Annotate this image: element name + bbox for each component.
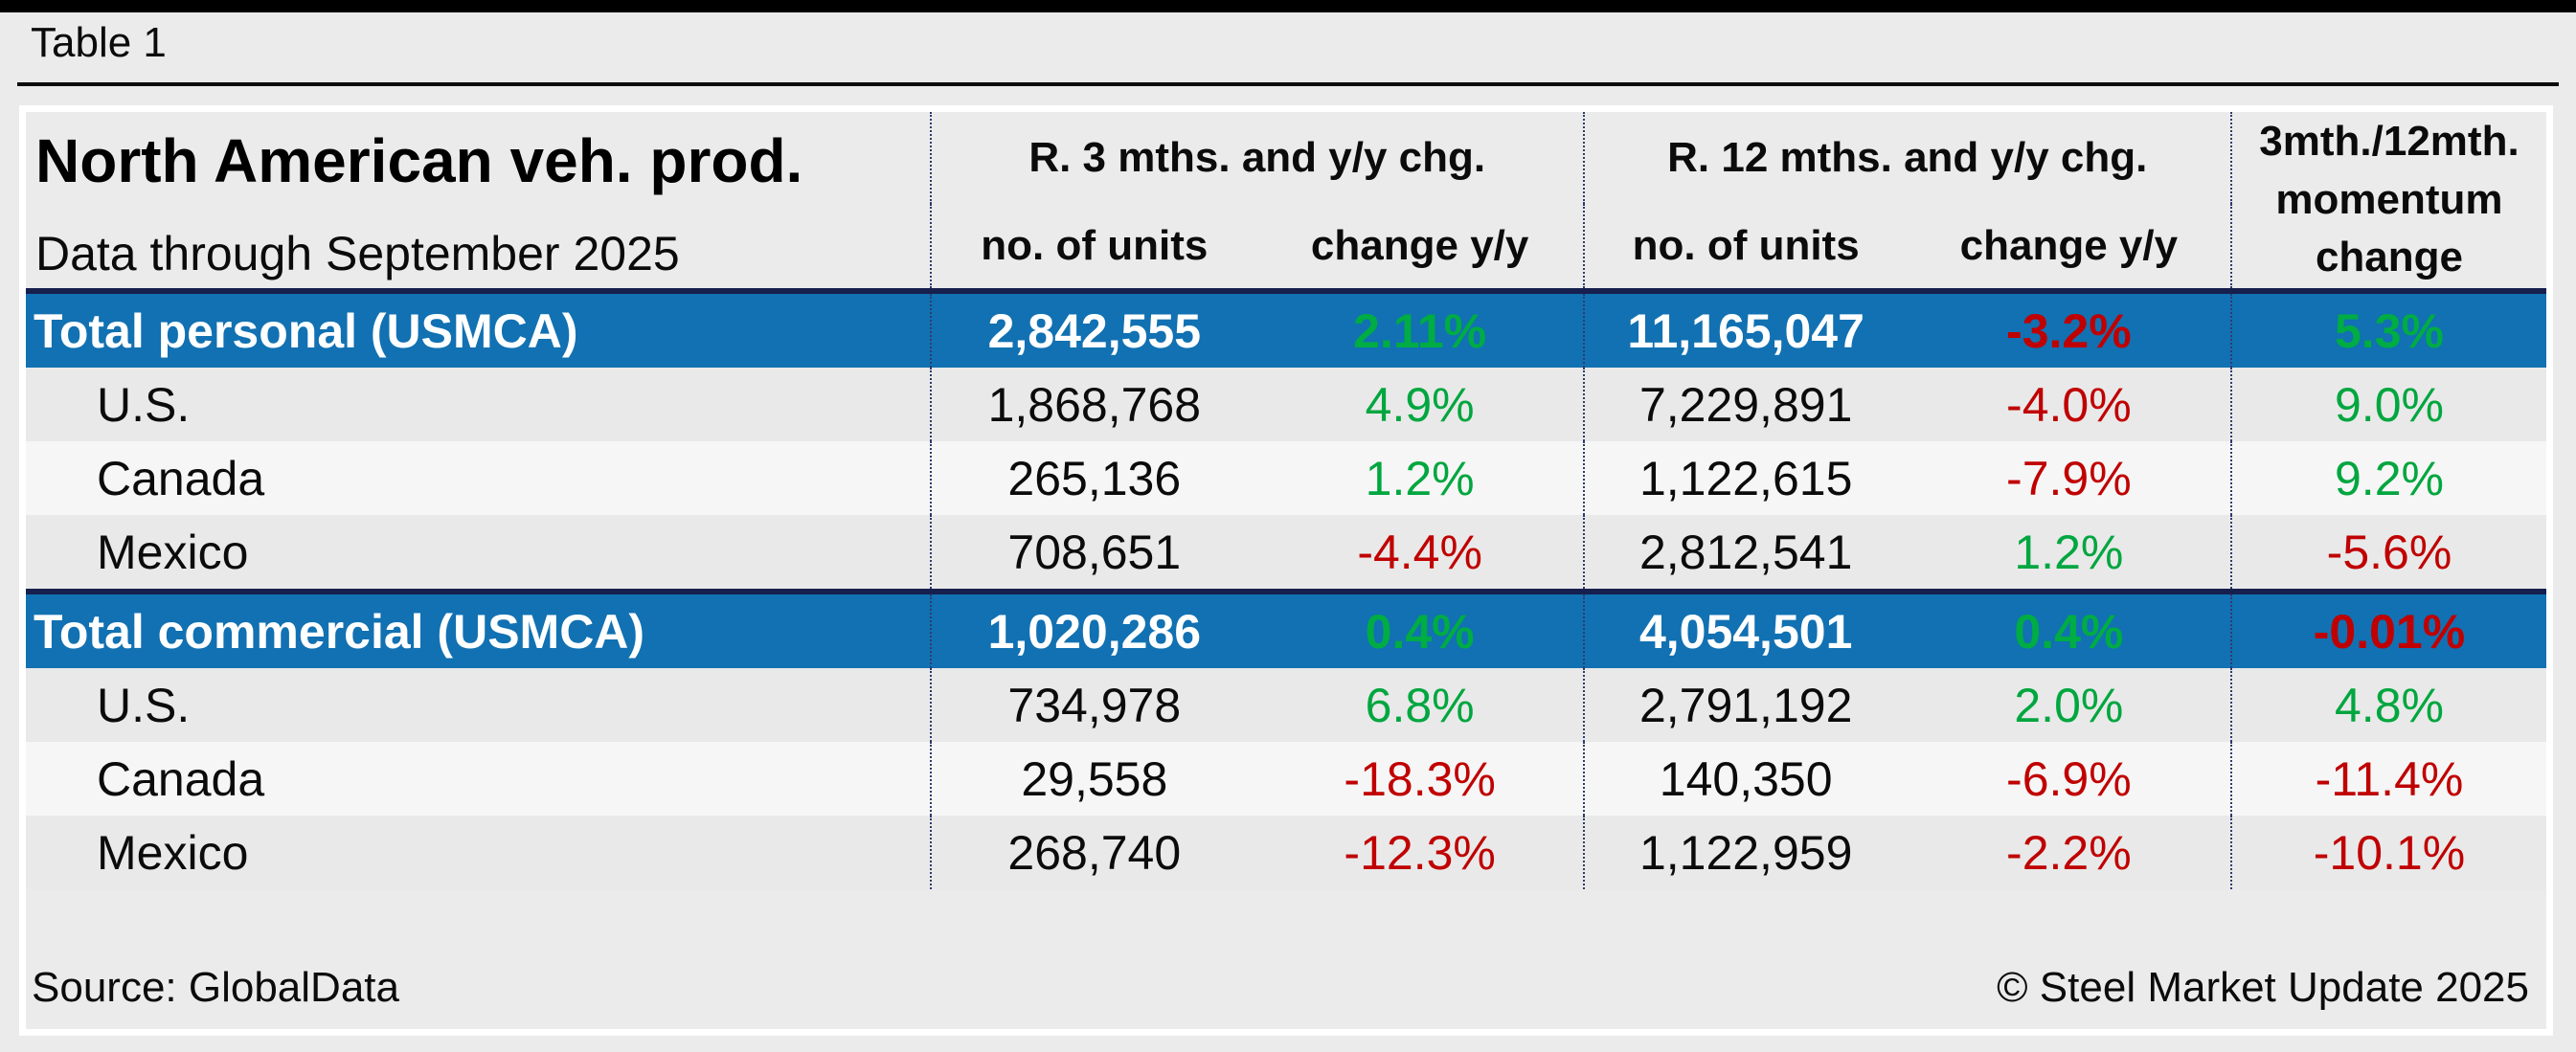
row-label: Mexico <box>26 515 931 592</box>
change-12m-cell: -4.0% <box>1907 368 2231 441</box>
units-3m-cell: 2,842,555 <box>929 288 1257 368</box>
units-12m-cell: 1,122,615 <box>1582 441 1908 515</box>
momentum-cell: 9.2% <box>2229 441 2546 515</box>
change-12m-cell: -3.2% <box>1907 288 2231 368</box>
row-label: Canada <box>26 441 931 515</box>
table-footer: Source: GlobalData © Steel Market Update… <box>32 964 2529 1012</box>
change-12m-cell: 2.0% <box>1907 668 2231 742</box>
momentum-cell: 4.8% <box>2229 668 2546 742</box>
table-row-personal-canada: Canada 265,136 1.2% 1,122,615 -7.9% 9.2% <box>26 441 2546 515</box>
units-3m-cell: 1,868,768 <box>929 368 1257 441</box>
change-12m-cell: -6.9% <box>1907 742 2231 816</box>
units-3m-cell: 1,020,286 <box>929 589 1257 668</box>
units-3m-cell: 29,558 <box>929 742 1257 816</box>
units-12m-cell: 2,812,541 <box>1582 515 1908 592</box>
momentum-cell: 5.3% <box>2229 288 2546 368</box>
units-12m-cell: 1,122,959 <box>1582 816 1908 889</box>
momentum-header-line-1: 3mth./12mth. <box>2259 117 2520 165</box>
col-header-units-3m: no. of units <box>929 204 1257 291</box>
col-header-change-12m: change y/y <box>1959 222 2179 269</box>
units-12m-cell: 4,054,501 <box>1582 589 1908 668</box>
units-3m-cell: 268,740 <box>929 816 1257 889</box>
change-3m-cell: 4.9% <box>1256 368 1584 441</box>
table-tag-label: Table 1 <box>31 19 167 66</box>
change-3m-cell: 2.11% <box>1256 288 1584 368</box>
units-12m-cell: 11,165,047 <box>1582 288 1908 368</box>
change-3m-cell: 6.8% <box>1256 668 1584 742</box>
vehicle-production-table: North American veh. prod. Data through S… <box>26 112 2546 889</box>
row-label: Canada <box>26 742 931 816</box>
row-label: Total commercial (USMCA) <box>26 589 931 668</box>
table-row-total-commercial: Total commercial (USMCA) 1,020,286 0.4% … <box>26 589 2546 668</box>
change-3m-cell: -18.3% <box>1256 742 1584 816</box>
group-header-momentum: 3mth./12mth. momentum change <box>2229 112 2546 291</box>
table-panel: North American veh. prod. Data through S… <box>19 105 2553 1036</box>
momentum-cell: -0.01% <box>2229 589 2546 668</box>
momentum-header-line-3: change <box>2315 234 2463 281</box>
change-3m-cell: 1.2% <box>1256 441 1584 515</box>
table-row-commercial-mexico: Mexico 268,740 -12.3% 1,122,959 -2.2% -1… <box>26 816 2546 889</box>
units-3m-cell: 265,136 <box>929 441 1257 515</box>
momentum-cell: 9.0% <box>2229 368 2546 441</box>
units-12m-cell: 140,350 <box>1582 742 1908 816</box>
top-black-bar <box>0 0 2576 12</box>
table-row-commercial-us: U.S. 734,978 6.8% 2,791,192 2.0% 4.8% <box>26 668 2546 742</box>
units-3m-cell: 734,978 <box>929 668 1257 742</box>
change-12m-cell: -7.9% <box>1907 441 2231 515</box>
col-header-change-3m: change y/y <box>1310 222 1529 269</box>
row-label: U.S. <box>26 368 931 441</box>
change-3m-cell: -12.3% <box>1256 816 1584 889</box>
momentum-cell: -11.4% <box>2229 742 2546 816</box>
col-header-units-12m: no. of units <box>1582 204 1908 291</box>
change-12m-cell: 0.4% <box>1907 589 2231 668</box>
table-row-total-personal: Total personal (USMCA) 2,842,555 2.11% 1… <box>26 288 2546 368</box>
change-12m-cell: 1.2% <box>1907 515 2231 592</box>
units-12m-cell: 2,791,192 <box>1582 668 1908 742</box>
group-header-12mths: R. 12 mths. and y/y chg. <box>1582 112 2231 204</box>
table-row-commercial-canada: Canada 29,558 -18.3% 140,350 -6.9% -11.4… <box>26 742 2546 816</box>
table-title: North American veh. prod. <box>35 126 803 195</box>
header-row-subcolumns: no. of units change y/y no. of units cha… <box>26 204 2546 291</box>
momentum-cell: -5.6% <box>2229 515 2546 592</box>
tag-underline-rule <box>17 82 2559 86</box>
table-row-personal-us: U.S. 1,868,768 4.9% 7,229,891 -4.0% 9.0% <box>26 368 2546 441</box>
change-12m-cell: -2.2% <box>1907 816 2231 889</box>
change-3m-cell: -4.4% <box>1256 515 1584 592</box>
units-3m-cell: 708,651 <box>929 515 1257 592</box>
table-subtitle: Data through September 2025 <box>35 227 680 281</box>
copyright-note: © Steel Market Update 2025 <box>1997 964 2529 1011</box>
source-note: Source: GlobalData <box>32 964 399 1011</box>
group-header-3mths: R. 3 mths. and y/y chg. <box>929 112 1584 204</box>
table-title-cell: North American veh. prod. Data through S… <box>26 112 931 291</box>
change-3m-cell: 0.4% <box>1256 589 1584 668</box>
units-12m-cell: 7,229,891 <box>1582 368 1908 441</box>
row-label: Mexico <box>26 816 931 889</box>
table-row-personal-mexico: Mexico 708,651 -4.4% 2,812,541 1.2% -5.6… <box>26 515 2546 592</box>
momentum-cell: -10.1% <box>2229 816 2546 889</box>
momentum-header-line-2: momentum <box>2275 175 2503 223</box>
row-label: U.S. <box>26 668 931 742</box>
header-row-groups: North American veh. prod. Data through S… <box>26 112 2546 291</box>
row-label: Total personal (USMCA) <box>26 288 931 368</box>
